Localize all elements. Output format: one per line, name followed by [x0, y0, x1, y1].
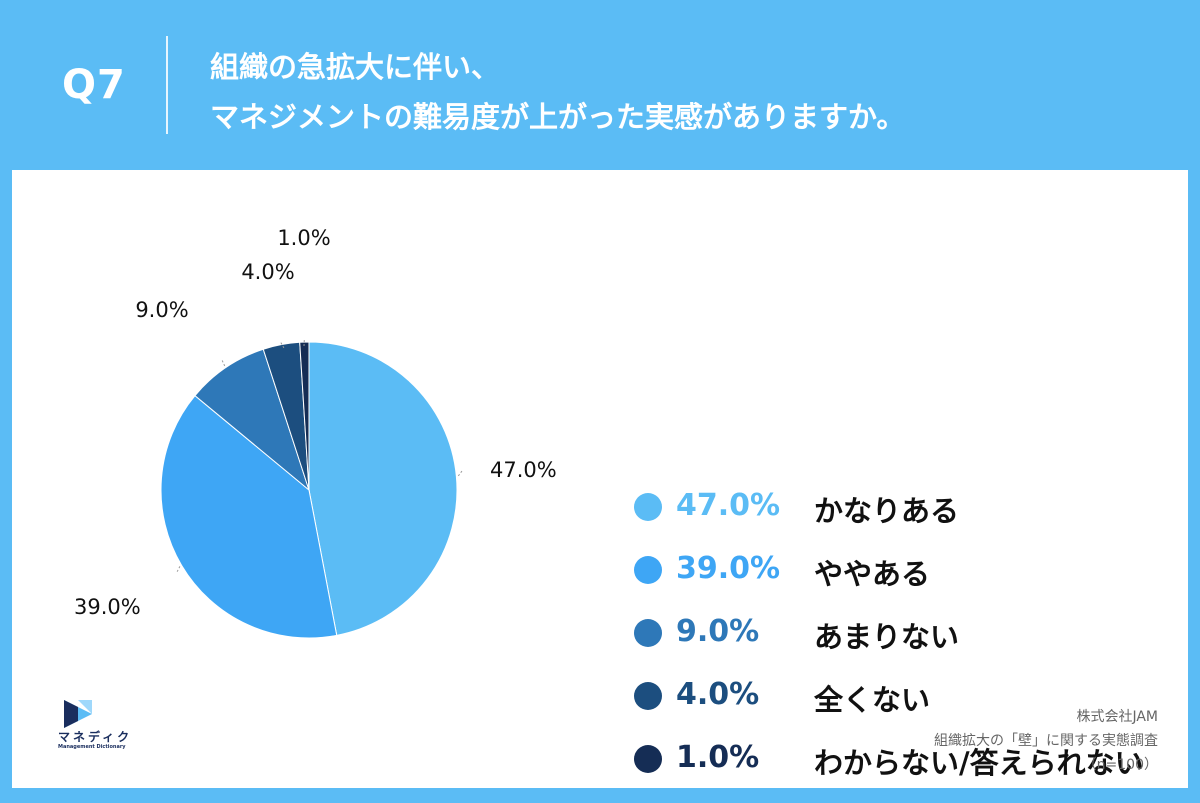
slice-value-label: 39.0% [74, 595, 141, 619]
legend-value: 9.0% [676, 614, 759, 649]
legend-value: 39.0% [676, 551, 780, 586]
logo-name: マネディク [58, 728, 132, 745]
question-title-line1: 組織の急拡大に伴い、 [210, 42, 905, 92]
slice-value-label: 4.0% [241, 260, 294, 284]
header-banner: Q7 組織の急拡大に伴い、 マネジメントの難易度が上がった実感がありますか。 [0, 0, 1200, 170]
legend-label: 全くない [814, 677, 930, 719]
leader-line [458, 471, 462, 476]
legend-swatch [634, 745, 662, 773]
legend-label: あまりない [814, 614, 959, 656]
source-survey: 組織拡大の「壁」に関する実態調査 [934, 729, 1158, 753]
pie-chart: 47.0% 39.0% 9.0% 4.0% 1.0% [12, 170, 1188, 788]
legend-swatch [634, 682, 662, 710]
header-divider [166, 36, 168, 134]
legend-label: かなりある [814, 488, 959, 530]
leader-line [222, 360, 225, 366]
slice-value-label: 9.0% [135, 298, 188, 322]
source-sample: （n=100） [934, 753, 1158, 777]
source-company: 株式会社JAM [934, 705, 1158, 729]
legend-swatch [634, 493, 662, 521]
legend-value: 1.0% [676, 740, 759, 775]
chart-panel: 47.0% 39.0% 9.0% 4.0% 1.0% 47.0% かなりある 39.0%… [12, 170, 1188, 788]
slice-value-label: 1.0% [277, 226, 330, 250]
question-number: Q7 [62, 62, 126, 108]
logo-subtitle: Management Dictionary [58, 744, 126, 750]
legend-value: 4.0% [676, 677, 759, 712]
legend-label: ややある [814, 551, 930, 593]
pie-slice [309, 342, 457, 635]
leader-line [177, 566, 180, 572]
question-title: 組織の急拡大に伴い、 マネジメントの難易度が上がった実感がありますか。 [210, 42, 905, 142]
brand-logo: マネディク Management Dictionary [58, 698, 118, 754]
legend-swatch [634, 619, 662, 647]
source-note: 株式会社JAM 組織拡大の「壁」に関する実態調査 （n=100） [934, 705, 1158, 777]
legend-value: 47.0% [676, 488, 780, 523]
slice-value-label: 47.0% [490, 458, 557, 482]
logo-mark-icon [62, 698, 94, 730]
question-title-line2: マネジメントの難易度が上がった実感がありますか。 [210, 92, 905, 142]
legend-swatch [634, 556, 662, 584]
